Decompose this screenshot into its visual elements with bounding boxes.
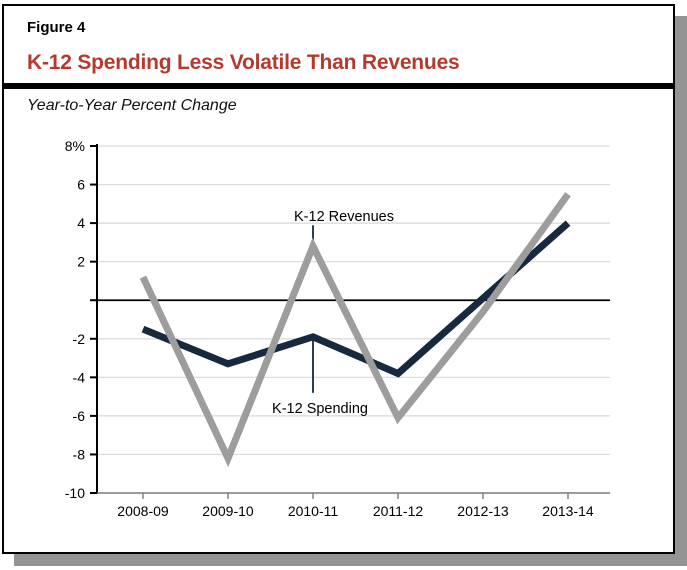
y-tick-label: -6	[73, 408, 86, 424]
series-annotation-label: K-12 Revenues	[294, 209, 394, 225]
x-category-label: 2013-14	[542, 503, 594, 519]
figure-number: Figure 4	[27, 19, 86, 36]
x-category-label: 2012-13	[457, 503, 509, 519]
y-tick-label: 2	[77, 254, 85, 270]
series-line-k-12-spending	[141, 220, 571, 378]
x-category-label: 2011-12	[373, 503, 424, 519]
figure-title: K-12 Spending Less Volatile Than Revenue…	[27, 51, 460, 74]
y-tick-label: -10	[65, 485, 85, 501]
x-category-label: 2008-09	[117, 503, 169, 519]
series-line-k-12-revenues	[139, 192, 571, 468]
series-annotation-label: K-12 Spending	[272, 401, 368, 417]
line-chart-canvas: 8% 6 4 2 -2 -4 -6 -8 -10 2008-09 2009-10 2010-11 201…	[65, 138, 610, 519]
y-tick-label: 8%	[65, 138, 85, 154]
x-category-label: 2010-11	[288, 503, 339, 519]
y-tick-label: 6	[77, 177, 85, 193]
line-chart: 8% 6 4 2 -2 -4 -6 -8 -10 2008-09 2009-10 2010-11 201…	[4, 130, 673, 548]
title-divider-bar	[4, 83, 673, 89]
y-tick-label: -2	[73, 331, 86, 347]
axis-units-subtitle: Year-to-Year Percent Change	[27, 97, 237, 114]
y-tick-label: 4	[77, 215, 85, 231]
y-tick-label: -4	[73, 369, 86, 385]
y-tick-label: -8	[73, 446, 86, 462]
x-category-label: 2009-10	[202, 503, 254, 519]
figure-container: Figure 4 K-12 Spending Less Volatile Tha…	[2, 4, 675, 554]
